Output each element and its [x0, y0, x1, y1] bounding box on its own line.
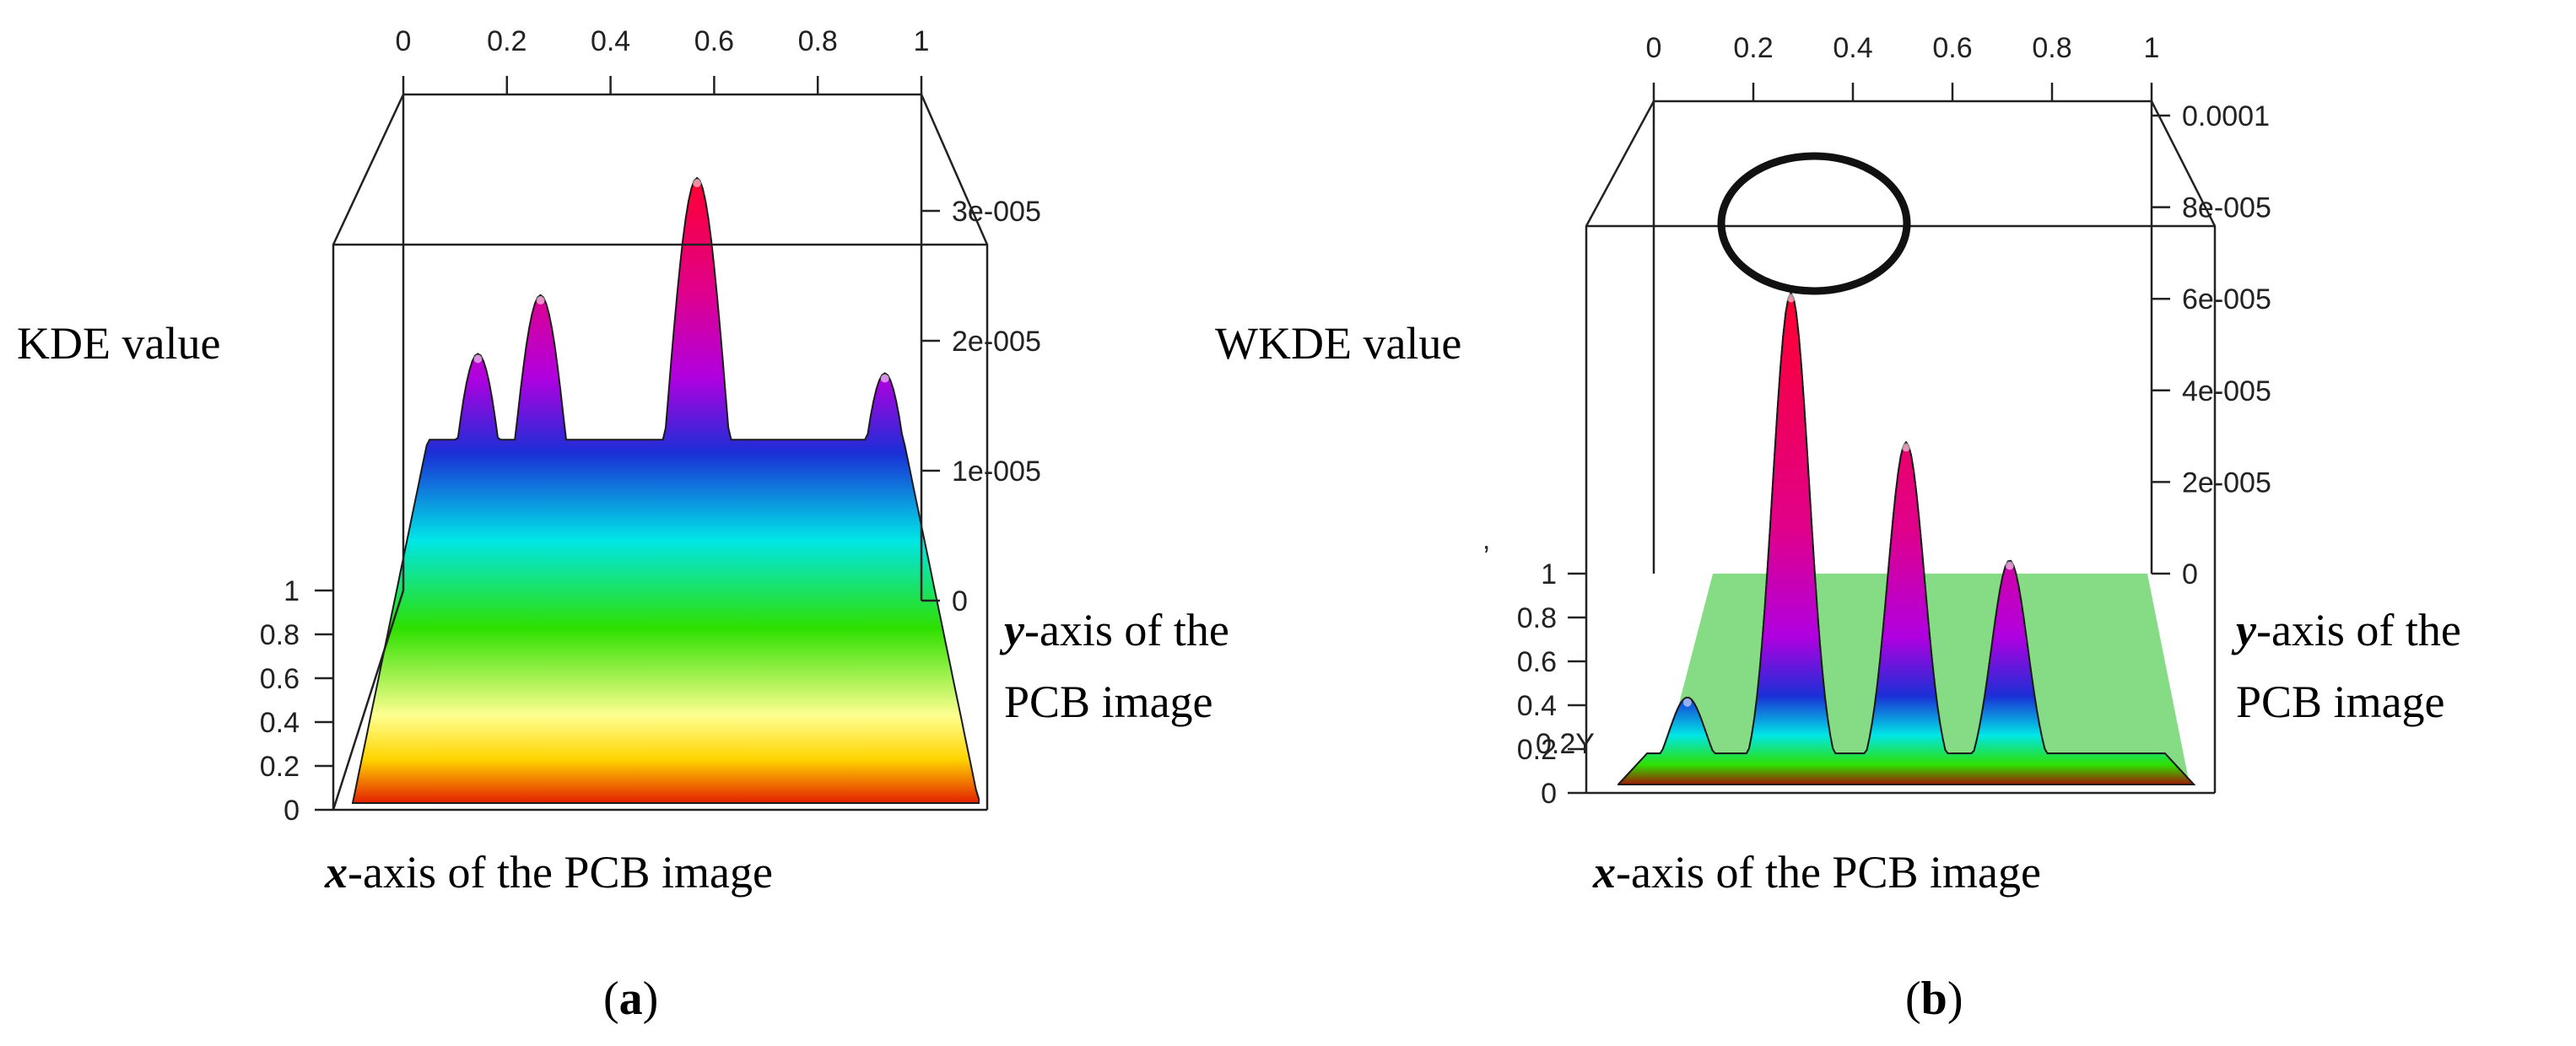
surface-peak-point — [473, 354, 483, 364]
x-tick-label: 0.6 — [694, 25, 734, 57]
x-axis-italic-b: x — [1592, 847, 1616, 898]
x-axis-label-a: x-axis of the PCB image — [324, 847, 773, 898]
z-tick-label: 4e-005 — [2182, 375, 2271, 407]
surface-peak-point — [1902, 443, 1910, 452]
y-tick-label: 0 — [284, 795, 300, 827]
x-tick-label: 0.4 — [1833, 32, 1872, 64]
z-tick-label: 1e-005 — [952, 456, 1041, 488]
z-axis-label-a: KDE value — [17, 318, 220, 369]
y-ticks-a: 0 0.2 0.4 0.6 0.8 1 — [260, 575, 333, 827]
y-axis-italic-b: y — [2231, 605, 2257, 655]
z-tick-label: 0.0001 — [2182, 100, 2270, 132]
y-tick-label: 1 — [1541, 558, 1557, 590]
panel-caption-a: (a) — [603, 973, 658, 1025]
x-ticks-a: 0 0.2 0.4 0.6 0.8 1 — [396, 25, 930, 94]
x-tick-label: 0.8 — [798, 25, 838, 57]
x-tick-label: 0 — [1646, 32, 1662, 64]
y-axis-label-a-line1: y-axis of the — [999, 605, 1229, 655]
x-tick-label: 0.4 — [591, 25, 630, 57]
y-tick-label: 0.8 — [1517, 602, 1557, 634]
x-axis-rest-a: -axis of the PCB image — [348, 847, 773, 898]
y-tick-label: 0.8 — [260, 619, 300, 651]
surface-peak-point — [1786, 294, 1796, 303]
y-tick-label: 0.2 — [260, 751, 300, 783]
y-tick-label: 0.6 — [260, 663, 300, 695]
x-tick-label: 0.2 — [487, 25, 527, 57]
y-tick-label: 1 — [284, 575, 300, 607]
surface-peak-point — [880, 374, 889, 383]
y-ticks-b: 0 0.2 0.4 0.6 0.8 1 — [1517, 558, 1586, 810]
surface-peak-point — [536, 295, 545, 305]
z-tick-label: 2e-005 — [2182, 466, 2271, 499]
kde-surface — [352, 176, 980, 804]
surface-peak-point — [2005, 561, 2014, 570]
x-tick-label: 0 — [396, 25, 412, 57]
x-tick-label: 0.6 — [1932, 32, 1972, 64]
y-axis-rest-b: -axis of the — [2256, 605, 2461, 655]
z-tick-label: 8e-005 — [2182, 192, 2271, 224]
x-tick-label: 0.2 — [1733, 32, 1773, 64]
z-tick-label: 0 — [2182, 558, 2198, 590]
z-ticks-a: 0 1e-005 2e-005 3e-005 — [921, 196, 1041, 617]
y-axis-rest-a: -axis of the — [1024, 605, 1229, 655]
x-tick-label: 1 — [914, 25, 930, 57]
y-tick-label: 0 — [1541, 778, 1557, 810]
x-axis-label-b: x-axis of the PCB image — [1592, 847, 2041, 898]
y-axis-label-b-line1: y-axis of the — [2231, 605, 2461, 655]
z-tick-label: 6e-005 — [2182, 283, 2271, 315]
y-tick-label: 0.6 — [1517, 646, 1557, 678]
x-tick-label: 0.8 — [2032, 32, 2071, 64]
stray-mark-b: ʼ — [1483, 542, 1490, 574]
y-tick-label: 0.2 — [1517, 734, 1557, 766]
x-axis-italic-a: x — [324, 847, 348, 898]
z-axis-label-b: WKDE value — [1215, 318, 1461, 369]
panel-b: 0 0.2 0.4 0.6 0.8 1 0 2e-005 4e-005 6e-005 8e-005… — [1215, 32, 2461, 1025]
z-tick-label: 0 — [952, 585, 968, 617]
y-tick-label: 0.4 — [1517, 690, 1557, 722]
panel-letter-b: b — [1921, 973, 1947, 1025]
peak-highlight-circle — [1717, 152, 1911, 295]
y-axis-label-b-line2: PCB image — [2236, 677, 2445, 727]
x-axis-rest-b: -axis of the PCB image — [1616, 847, 2041, 898]
z-tick-label: 2e-005 — [952, 326, 1041, 358]
x-ticks-b: 0 0.2 0.4 0.6 0.8 1 — [1646, 32, 2160, 101]
z-ticks-b: 0 2e-005 4e-005 6e-005 8e-005 0.0001 — [2152, 100, 2271, 590]
surface-peak-point — [1682, 698, 1692, 707]
wkde-surface-peaks — [1617, 291, 2196, 785]
panel-letter-a: a — [619, 973, 643, 1025]
overlap-label-b: 0.2Y — [1536, 728, 1595, 760]
y-axis-label-a-line2: PCB image — [1004, 677, 1213, 727]
z-tick-label: 3e-005 — [952, 196, 1041, 228]
x-tick-label: 1 — [2144, 32, 2160, 64]
y-axis-italic-a: y — [999, 605, 1025, 655]
panel-caption-b: (b) — [1905, 973, 1963, 1025]
surface-peak-point — [693, 178, 702, 187]
y-tick-label: 0.4 — [260, 707, 300, 739]
